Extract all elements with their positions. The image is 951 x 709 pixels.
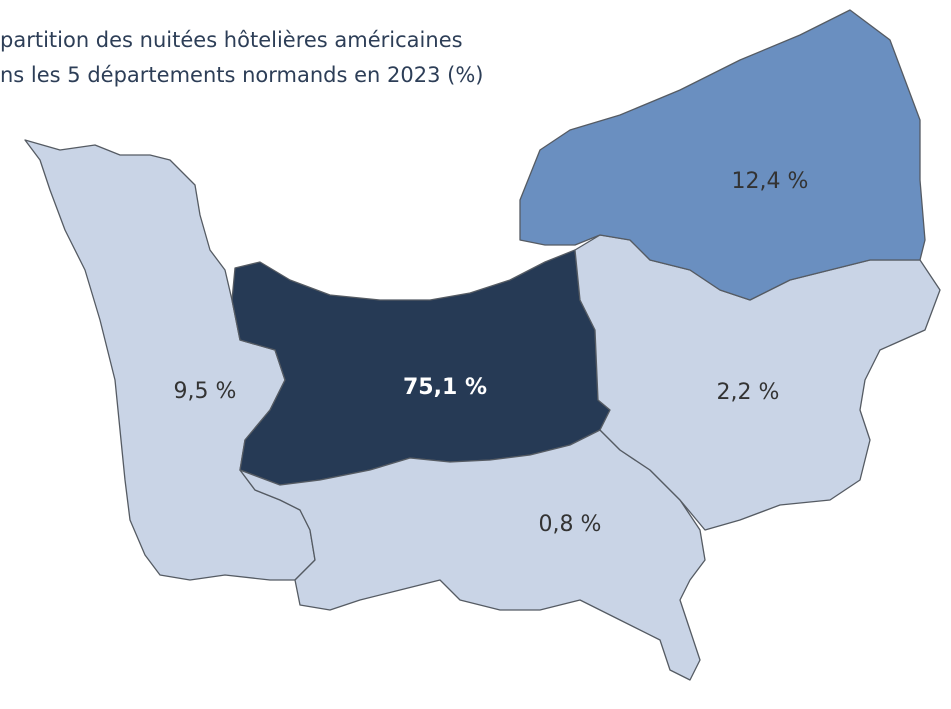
title-line: ns les 5 départements normands en 2023 (… — [0, 63, 483, 87]
department — [239, 429, 706, 681]
value-label: 0,8 % — [539, 512, 602, 537]
value-label: 9,5 % — [174, 379, 237, 404]
title-line: partition des nuitées hôtelières américa… — [0, 28, 463, 52]
value-label: 12,4 % — [732, 169, 809, 194]
department — [24, 139, 316, 581]
value-label: 75,1 % — [403, 375, 487, 400]
department — [519, 9, 926, 301]
value-label: 2,2 % — [717, 380, 780, 405]
